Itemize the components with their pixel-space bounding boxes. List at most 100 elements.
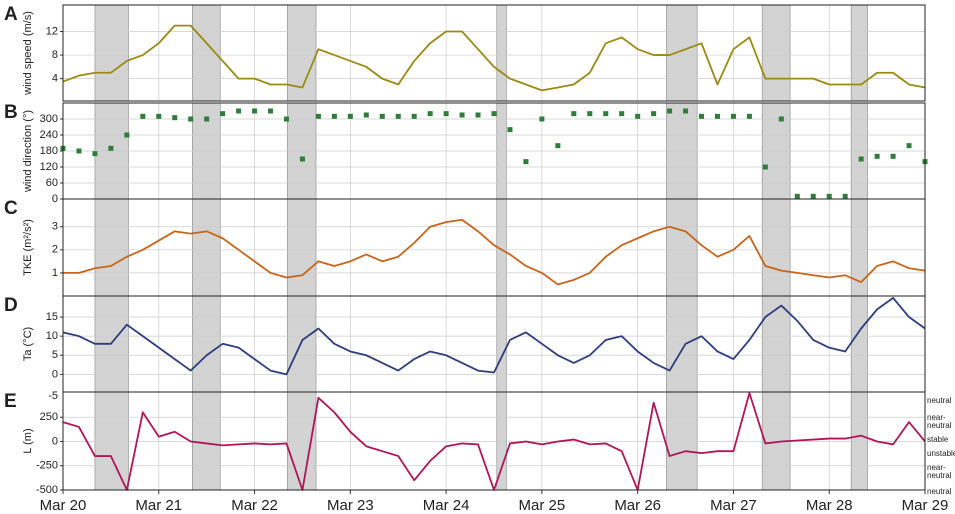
y-tick-label: 0 (52, 435, 58, 447)
panel-label: B (4, 102, 18, 123)
y-axis-label: Ta (°C) (22, 327, 34, 361)
data-point (76, 148, 82, 154)
data-point (363, 112, 369, 118)
y-tick-label: 0 (52, 368, 58, 380)
shaded-period (761, 295, 791, 393)
y-tick-label: 300 (40, 113, 58, 125)
x-tick-label: Mar 22 (231, 497, 278, 514)
shaded-period (761, 4, 791, 102)
data-line (63, 218, 926, 286)
y-tick-label: 0 (52, 193, 58, 205)
data-point (826, 193, 832, 199)
x-tick-label: Mar 24 (423, 497, 470, 514)
shaded-period (192, 198, 221, 297)
data-point (778, 116, 784, 122)
data-point (427, 111, 433, 117)
shaded-period (192, 391, 221, 491)
y-tick-label: -5 (48, 390, 58, 402)
data-point (571, 111, 577, 117)
x-tick-label: Mar 21 (135, 497, 182, 514)
x-tick-label: Mar 27 (710, 497, 757, 514)
data-point (523, 159, 529, 165)
x-tick-label: Mar 29 (902, 497, 949, 514)
y-axis-label: wind speed (m/s) (22, 11, 34, 96)
data-point (507, 127, 513, 133)
data-point (140, 113, 146, 119)
data-point (475, 112, 481, 118)
shaded-period (286, 198, 317, 297)
data-line (62, 297, 926, 376)
data-point (683, 108, 689, 114)
regime-label: neutral (927, 487, 952, 496)
data-point (794, 193, 800, 199)
y-tick-label: 240 (40, 129, 58, 141)
y-axis-label: wind direction (°) (22, 110, 34, 193)
y-tick-label: -500 (36, 484, 58, 496)
shaded-period (286, 295, 317, 393)
regime-label: neutral (927, 396, 952, 405)
data-line (62, 24, 926, 92)
panel-label: E (4, 391, 17, 412)
shaded-period (496, 4, 507, 102)
shaded-period (94, 391, 129, 491)
regime-label: near-neutral (927, 413, 952, 430)
data-point (491, 111, 497, 117)
data-point (172, 115, 178, 121)
data-point (619, 111, 625, 117)
data-point (124, 132, 130, 138)
x-tick-label: Mar 23 (327, 497, 374, 514)
shaded-period (192, 295, 221, 393)
data-point (874, 153, 880, 159)
y-axis-label: TKE (m²/s²) (22, 219, 34, 276)
data-point (714, 113, 720, 119)
data-point (810, 193, 816, 199)
data-point (395, 113, 401, 119)
data-point (156, 113, 162, 119)
data-point (379, 113, 385, 119)
data-point (283, 116, 289, 122)
y-tick-label: 250 (40, 411, 58, 423)
data-point (299, 156, 305, 162)
data-point (204, 116, 210, 122)
shaded-period (496, 295, 507, 393)
shaded-period (850, 4, 868, 102)
data-point (459, 112, 465, 118)
y-tick-label: 4 (52, 73, 58, 85)
y-tick-label: 8 (52, 49, 58, 61)
data-point (890, 153, 896, 159)
shaded-period (666, 295, 698, 393)
data-point (539, 116, 545, 122)
data-point (92, 151, 98, 157)
shaded-period (850, 295, 868, 393)
data-point (108, 145, 114, 151)
panel-label: D (4, 295, 18, 316)
data-point (635, 113, 641, 119)
data-point (268, 108, 274, 114)
y-tick-label: 60 (46, 177, 58, 189)
data-point (347, 113, 353, 119)
shaded-period (666, 4, 698, 102)
data-point (555, 143, 561, 149)
panel-label: A (4, 4, 18, 25)
y-tick-label: -250 (36, 460, 58, 472)
y-tick-label: 10 (46, 330, 58, 342)
shaded-period (761, 198, 791, 297)
x-tick-label: Mar 26 (614, 497, 661, 514)
panel-label: C (4, 198, 18, 219)
regime-label: near-neutral (927, 463, 952, 480)
regime-label: unstable (927, 449, 955, 458)
x-tick-label: Mar 20 (40, 497, 87, 514)
shaded-period (94, 4, 129, 102)
y-tick-label: 15 (46, 311, 58, 323)
data-point (188, 116, 194, 122)
shaded-period (666, 198, 698, 297)
data-point (746, 113, 752, 119)
data-point (220, 111, 226, 117)
data-point (651, 111, 657, 117)
shaded-period (94, 198, 129, 297)
data-point (906, 143, 912, 149)
data-point (858, 156, 864, 162)
data-point (762, 164, 768, 170)
